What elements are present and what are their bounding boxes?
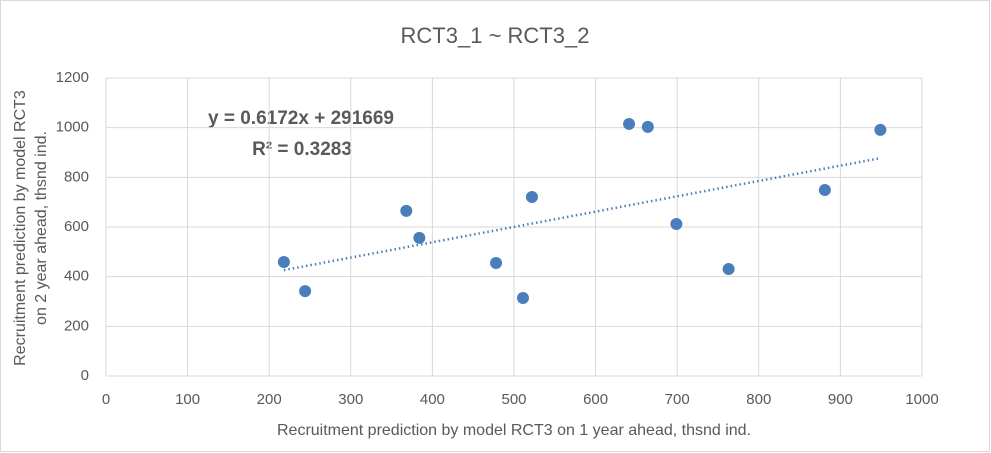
data-point	[722, 262, 735, 275]
x-tick-label: 400	[420, 391, 445, 408]
data-point	[641, 120, 654, 133]
data-point	[516, 292, 529, 305]
trendline-r2: R² = 0.3283	[252, 139, 352, 160]
y-axis-label: on 2 year ahead, thsnd ind.	[33, 131, 50, 325]
x-tick-label: 600	[583, 391, 608, 408]
data-point	[525, 190, 538, 203]
data-point	[277, 256, 290, 269]
data-point	[670, 218, 683, 231]
data-point	[874, 123, 887, 136]
y-axis-label: Recruitment prediction by model RCT3	[12, 90, 29, 366]
trendline-equation: y = 0.6172x + 291669	[208, 108, 394, 129]
x-tick-label: 0	[102, 391, 110, 408]
x-tick-label: 700	[665, 391, 690, 408]
x-tick-label: 100	[175, 391, 200, 408]
chart-title: RCT3_1 ~ RCT3_2	[401, 23, 590, 48]
y-tick-label: 400	[64, 268, 89, 285]
y-tick-label: 1000	[56, 119, 89, 136]
data-point	[623, 117, 636, 130]
x-tick-label: 800	[746, 391, 771, 408]
y-tick-label: 600	[64, 218, 89, 235]
x-tick-label: 500	[501, 391, 526, 408]
y-tick-label: 0	[81, 367, 89, 384]
y-tick-label: 200	[64, 317, 89, 334]
data-point	[413, 231, 426, 244]
x-axis-label: Recruitment prediction by model RCT3 on …	[277, 422, 751, 439]
x-tick-label: 200	[257, 391, 282, 408]
data-point	[299, 285, 312, 298]
data-point	[400, 204, 413, 217]
data-point	[490, 257, 503, 270]
x-tick-label: 900	[828, 391, 853, 408]
data-point	[818, 183, 831, 196]
y-tick-label: 1200	[56, 69, 89, 86]
x-tick-label: 300	[338, 391, 363, 408]
y-tick-label: 800	[64, 168, 89, 185]
x-tick-label: 1000	[905, 391, 938, 408]
